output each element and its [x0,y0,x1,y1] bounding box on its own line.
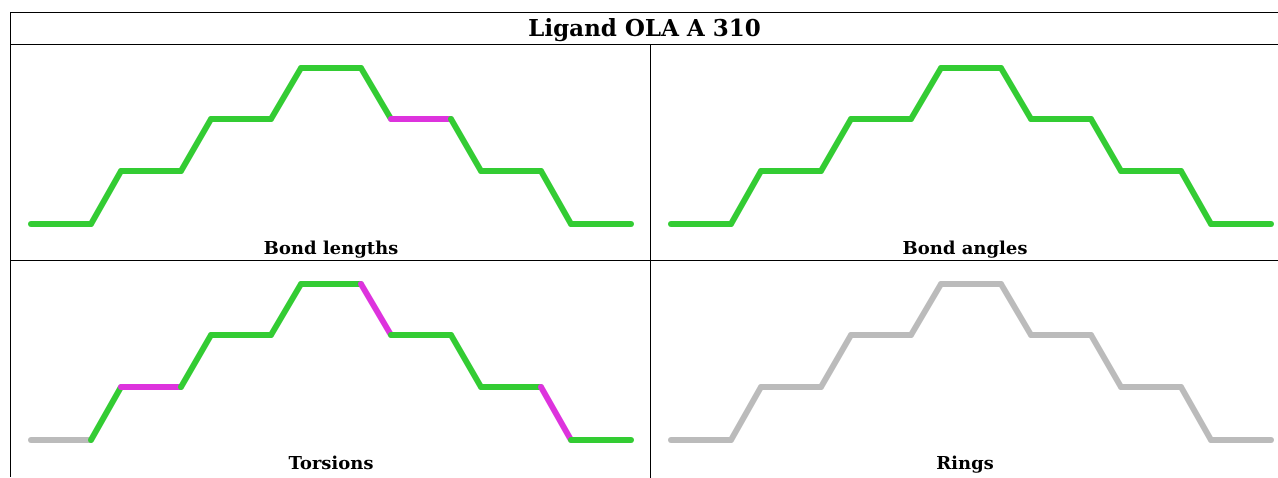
bond-angles-molecule [651,45,1278,260]
bond-segment-8 [361,284,391,335]
rings-molecule [651,261,1278,478]
bond-segment-10 [1091,119,1121,171]
bond-segment-8 [361,68,391,119]
bond-segment-4 [181,119,211,171]
ligand-title: Ligand OLA A 310 [11,13,1278,45]
bond-segment-4 [181,335,211,387]
bond-segment-12 [1181,387,1211,440]
column-divider [650,45,651,478]
bond-segment-2 [91,387,121,440]
caption-rings: Rings [651,453,1278,474]
bond-segment-2 [731,171,761,224]
bond-segment-10 [451,335,481,387]
bond-segment-4 [821,119,851,171]
panel-bond-angles: Bond angles [651,45,1278,260]
caption-torsions: Torsions [11,453,651,474]
panel-rings: Rings [651,261,1278,478]
bond-segment-6 [911,68,941,119]
bond-segment-4 [821,335,851,387]
panel-torsions: Torsions [11,261,651,478]
validation-grid: Ligand OLA A 310 Bond lengths Bond angle… [10,12,1278,477]
bond-segment-6 [271,68,301,119]
caption-bond-angles: Bond angles [651,238,1278,259]
bond-segment-6 [271,284,301,335]
bond-segment-6 [911,284,941,335]
bond-segment-10 [451,119,481,171]
bond-segment-10 [1091,335,1121,387]
bond-lengths-molecule [11,45,651,260]
bond-segment-12 [541,171,571,224]
bond-segment-12 [541,387,571,440]
caption-bond-lengths: Bond lengths [11,238,651,259]
row-divider [11,260,1278,261]
bond-segment-2 [91,171,121,224]
bond-segment-8 [1001,68,1031,119]
bond-segment-8 [1001,284,1031,335]
bond-segment-12 [1181,171,1211,224]
torsions-molecule [11,261,651,478]
panel-bond-lengths: Bond lengths [11,45,651,260]
bond-segment-2 [731,387,761,440]
